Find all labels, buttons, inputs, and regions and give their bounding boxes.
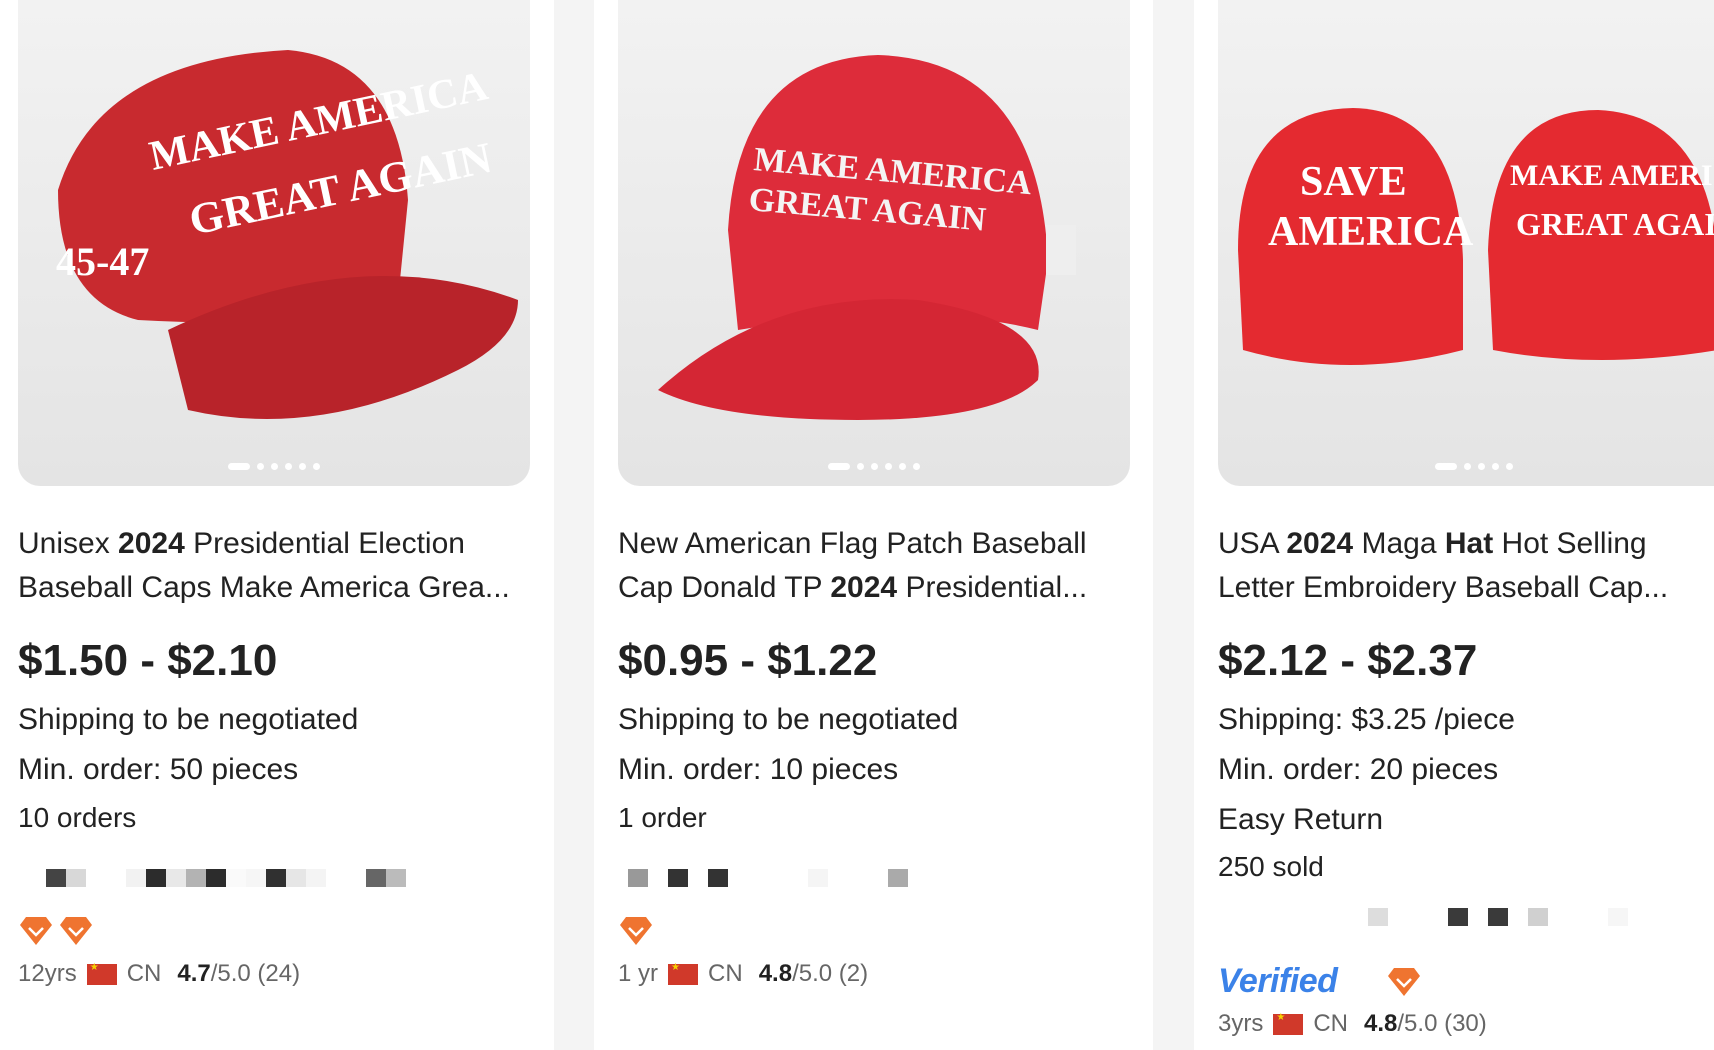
supplier-country: CN bbox=[708, 960, 743, 987]
rating: 4.7 bbox=[177, 960, 211, 987]
cap-text: MAKE AMERICA bbox=[1510, 159, 1714, 192]
shipping-info: Shipping to be negotiated bbox=[618, 703, 959, 736]
cap-text: AMERICA bbox=[1268, 209, 1474, 255]
supplier-meta: 12yrs CN 4.7/5.0 (24) bbox=[18, 960, 300, 988]
cap-text: GREAT AGAIN bbox=[1516, 206, 1714, 242]
rating-suffix: /5.0 (30) bbox=[1397, 1010, 1487, 1037]
product-image[interactable]: MAKE AMERICA GREAT AGAIN 45-47 bbox=[18, 0, 530, 486]
supplier-meta: 1 yr CN 4.8/5.0 (2) bbox=[618, 960, 868, 988]
cap-illustration: MAKE AMERICA GREAT AGAIN 45-47 bbox=[56, 50, 518, 419]
diamond-badge-icon bbox=[620, 917, 652, 945]
china-flag-icon bbox=[1273, 1012, 1304, 1035]
supplier-badges bbox=[20, 917, 92, 945]
china-flag-icon bbox=[668, 962, 699, 985]
rating: 4.8 bbox=[758, 960, 793, 987]
supplier-years: 3yrs bbox=[1218, 1010, 1264, 1037]
diamond-badge-icon bbox=[20, 917, 52, 945]
flag-patch bbox=[1046, 225, 1076, 275]
supplier-years: 12yrs bbox=[18, 960, 77, 987]
cap-text: SAVE bbox=[1300, 159, 1407, 205]
supplier-badges bbox=[620, 917, 652, 945]
shipping-info: Shipping: $3.25 /piece bbox=[1218, 703, 1515, 736]
min-order: Min. order: 10 pieces bbox=[618, 753, 899, 786]
supplier-years: 1 yr bbox=[618, 960, 659, 987]
min-order: Min. order: 50 pieces bbox=[18, 753, 299, 786]
cap-text: 45-47 bbox=[56, 239, 149, 284]
price-range: $1.50 - $2.10 bbox=[18, 636, 278, 685]
product-image[interactable]: SAVE AMERICA MAKE AMERICA GREAT AGAIN bbox=[1218, 0, 1714, 486]
rating: 4.8 bbox=[1364, 1010, 1398, 1037]
carousel-dots[interactable] bbox=[228, 463, 320, 470]
product-title[interactable]: New American Flag Patch Baseball Cap Don… bbox=[618, 527, 1088, 604]
price-range: $0.95 - $1.22 bbox=[618, 636, 878, 685]
carousel-dots[interactable] bbox=[828, 463, 920, 470]
product-title[interactable]: Unisex 2024 Presidential Election Baseba… bbox=[18, 527, 510, 604]
diamond-badge-icon bbox=[60, 917, 92, 945]
blurred-supplier-name bbox=[46, 869, 406, 887]
easy-return: Easy Return bbox=[1218, 803, 1384, 836]
blurred-supplier-name bbox=[628, 869, 908, 887]
rating-suffix: /5.0 (2) bbox=[792, 960, 869, 987]
cap-illustration: MAKE AMERICA GREAT AGAIN bbox=[658, 55, 1076, 420]
sold-count: 250 sold bbox=[1218, 851, 1324, 882]
supplier-country: CN bbox=[1313, 1010, 1349, 1037]
price-range: $2.12 - $2.37 bbox=[1218, 636, 1478, 685]
order-count: 1 order bbox=[618, 802, 707, 833]
product-card[interactable]: MAKE AMERICA GREAT AGAIN New American Fl… bbox=[618, 0, 1153, 1050]
rating-suffix: /5.0 (24) bbox=[210, 960, 301, 987]
product-card[interactable]: MAKE AMERICA GREAT AGAIN 45-47 Unisex 20… bbox=[18, 0, 554, 1050]
product-title[interactable]: USA 2024 Maga Hat Hot Selling Letter Emb… bbox=[1218, 527, 1669, 604]
carousel-dots[interactable] bbox=[1435, 463, 1513, 470]
min-order: Min. order: 20 pieces bbox=[1218, 753, 1499, 786]
diamond-badge-icon bbox=[1388, 968, 1420, 996]
product-image[interactable]: MAKE AMERICA GREAT AGAIN bbox=[618, 0, 1130, 486]
gutter bbox=[1153, 0, 1194, 1050]
order-count: 10 orders bbox=[18, 802, 137, 833]
supplier-country: CN bbox=[126, 960, 162, 987]
cap-illustration: SAVE AMERICA MAKE AMERICA GREAT AGAIN bbox=[1238, 108, 1714, 365]
blurred-supplier-name bbox=[1368, 908, 1628, 926]
supplier-meta: 3yrs CN 4.8/5.0 (30) bbox=[1218, 1010, 1487, 1038]
supplier-badges bbox=[1388, 968, 1420, 996]
shipping-info: Shipping to be negotiated bbox=[18, 703, 359, 736]
gutter bbox=[554, 0, 594, 1050]
china-flag-icon bbox=[86, 962, 117, 985]
product-card[interactable]: SAVE AMERICA MAKE AMERICA GREAT AGAIN US… bbox=[1218, 0, 1714, 1050]
verified-logo: Verified bbox=[1218, 962, 1338, 1000]
